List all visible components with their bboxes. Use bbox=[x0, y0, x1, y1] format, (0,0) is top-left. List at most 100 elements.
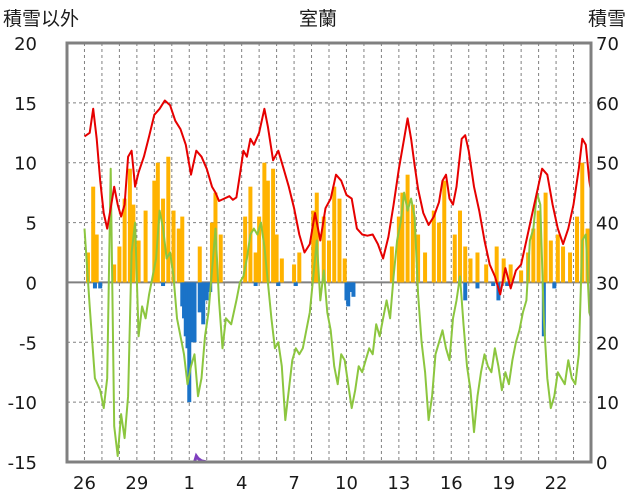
precipitation-bar bbox=[405, 174, 410, 283]
precipitation-bar bbox=[127, 168, 132, 283]
precipitation-bar bbox=[112, 264, 117, 283]
right-tick-label: 20 bbox=[596, 333, 619, 354]
precipitation-bar bbox=[531, 228, 536, 283]
right-tick-label: 50 bbox=[596, 154, 619, 175]
plot-border bbox=[65, 41, 593, 464]
precipitation-bar bbox=[297, 252, 302, 283]
left-tick-label: -5 bbox=[19, 333, 37, 354]
x-tick-label: 16 bbox=[440, 473, 463, 494]
precipitation-bar bbox=[117, 246, 122, 283]
precipitation-bar bbox=[484, 264, 489, 283]
x-tick-label: 7 bbox=[288, 473, 299, 494]
negative-bar bbox=[505, 282, 510, 287]
negative-bar bbox=[201, 282, 206, 325]
right-tick-label: 40 bbox=[596, 214, 619, 235]
negative-bar bbox=[346, 282, 351, 307]
precipitation-bar bbox=[442, 180, 447, 283]
negative-bar bbox=[98, 282, 103, 289]
precipitation-bar bbox=[431, 210, 436, 283]
precipitation-bar bbox=[122, 198, 127, 283]
precipitation-bar bbox=[265, 180, 270, 283]
left-tick-label: 5 bbox=[26, 214, 37, 235]
precipitation-bar bbox=[274, 234, 279, 283]
precipitation-bar bbox=[152, 180, 157, 283]
precipitation-bar bbox=[508, 264, 513, 283]
left-tick-label: -15 bbox=[8, 453, 37, 474]
precipitation-bar bbox=[475, 252, 480, 283]
precipitation-bar bbox=[548, 240, 553, 283]
left-tick-label: -10 bbox=[8, 393, 37, 414]
x-tick-label: 13 bbox=[387, 473, 410, 494]
right-tick-label: 30 bbox=[596, 273, 619, 294]
right-tick-label: 60 bbox=[596, 94, 619, 115]
x-tick-label: 29 bbox=[125, 473, 148, 494]
precipitation-bar bbox=[536, 210, 541, 283]
negative-bar bbox=[351, 282, 356, 297]
precipitation-bar bbox=[91, 186, 96, 283]
precipitation-bar bbox=[568, 252, 573, 283]
precipitation-bar bbox=[292, 264, 297, 283]
precipitation-bar bbox=[580, 162, 585, 283]
negative-bar bbox=[491, 282, 496, 287]
precipitation-bar bbox=[171, 210, 176, 283]
precipitation-bar bbox=[468, 258, 473, 283]
left-tick-label: 10 bbox=[14, 154, 37, 175]
negative-bar bbox=[92, 282, 97, 289]
precipitation-bar bbox=[494, 246, 499, 283]
precipitation-bar bbox=[337, 198, 342, 283]
precipitation-bar bbox=[262, 162, 267, 283]
precipitation-bar bbox=[543, 192, 548, 283]
precipitation-bar bbox=[437, 222, 442, 283]
precipitation-bar bbox=[332, 186, 337, 283]
green-series-line bbox=[83, 167, 592, 457]
precipitation-bar bbox=[342, 258, 347, 283]
precipitation-bar bbox=[519, 270, 524, 283]
precipitation-bar bbox=[253, 252, 258, 283]
x-tick-label: 10 bbox=[335, 473, 358, 494]
negative-bar bbox=[192, 282, 197, 343]
negative-bar bbox=[204, 282, 209, 301]
precipitation-bar bbox=[458, 210, 462, 283]
negative-bar bbox=[475, 282, 480, 289]
precipitation-bar bbox=[314, 192, 319, 283]
x-tick-label: 19 bbox=[492, 473, 515, 494]
right-tick-label: 0 bbox=[596, 453, 607, 474]
precipitation-bar bbox=[561, 246, 566, 283]
precipitation-bar bbox=[463, 246, 468, 283]
left-tick-label: 15 bbox=[14, 94, 37, 115]
negative-bar bbox=[552, 282, 557, 289]
negative-bar bbox=[197, 282, 202, 313]
left-tick-label: 0 bbox=[26, 273, 37, 294]
x-tick-label: 1 bbox=[184, 473, 195, 494]
right-tick-label: 70 bbox=[596, 34, 619, 55]
x-tick-label: 4 bbox=[236, 473, 247, 494]
precipitation-bar bbox=[410, 204, 415, 283]
precipitation-bar bbox=[396, 216, 401, 283]
precipitation-bar bbox=[327, 240, 331, 283]
left-axis-label: 積雪以外 bbox=[3, 8, 80, 30]
precipitation-bar bbox=[136, 240, 141, 283]
precipitation-bar bbox=[94, 234, 99, 283]
negative-bar bbox=[293, 282, 298, 287]
precipitation-bar bbox=[501, 258, 506, 283]
x-tick-label: 26 bbox=[73, 473, 96, 494]
negative-bar bbox=[161, 282, 166, 287]
negative-bar bbox=[276, 282, 281, 287]
precipitation-bar bbox=[416, 234, 421, 283]
precipitation-bar bbox=[197, 246, 202, 283]
precipitation-bar bbox=[161, 198, 166, 283]
precipitation-bar bbox=[257, 216, 262, 283]
precipitation-bar bbox=[575, 216, 580, 283]
precipitation-bar bbox=[218, 234, 223, 283]
precipitation-bar bbox=[166, 156, 171, 283]
negative-bar bbox=[253, 282, 258, 287]
precipitation-bar bbox=[279, 258, 284, 283]
right-tick-label: 10 bbox=[596, 393, 619, 414]
right-axis-label: 積雪 bbox=[588, 8, 627, 30]
chart-title: 室蘭 bbox=[299, 8, 338, 30]
precipitation-bar bbox=[389, 246, 394, 283]
left-tick-label: 20 bbox=[14, 34, 37, 55]
precipitation-bar bbox=[555, 234, 560, 283]
